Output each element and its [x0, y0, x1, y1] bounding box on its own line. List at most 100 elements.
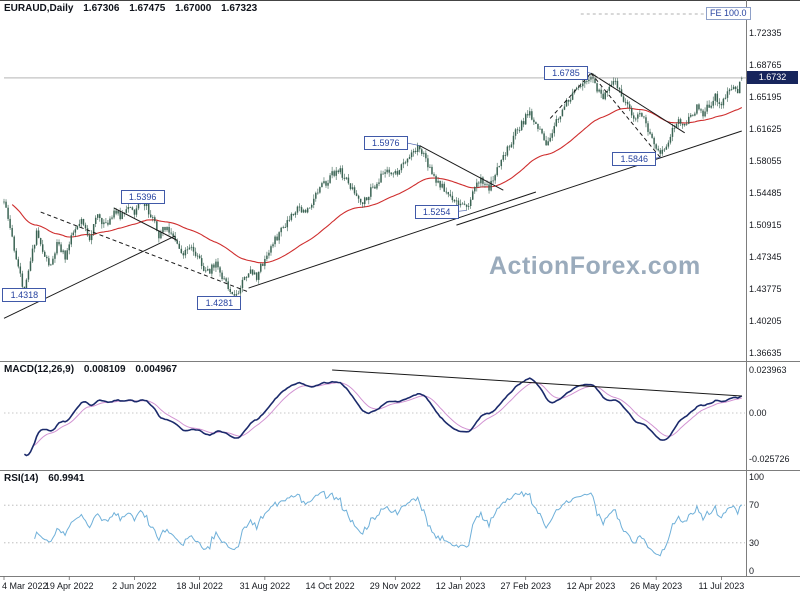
- trendline: [419, 145, 504, 191]
- trendline: [248, 191, 537, 289]
- price-axis-label: 1.72335: [749, 28, 782, 38]
- candle-body: [704, 111, 706, 117]
- candle-body: [659, 150, 661, 154]
- macd-axis-label: 0.00: [749, 408, 767, 418]
- candle-body: [9, 218, 11, 228]
- candle-body: [3, 201, 5, 203]
- swing-label-pointer: [405, 142, 420, 147]
- candle-body: [490, 180, 492, 191]
- candle-body: [260, 263, 262, 272]
- candle-body: [258, 271, 260, 280]
- candle-body: [27, 270, 30, 280]
- candle-body: [60, 244, 62, 253]
- candle-body: [604, 92, 606, 100]
- candle-body: [594, 78, 596, 84]
- candle-body: [76, 226, 79, 230]
- candle-body: [296, 206, 299, 213]
- candle-body: [520, 121, 523, 131]
- candle-body: [706, 104, 708, 112]
- candle-body: [388, 169, 390, 173]
- candle-body: [29, 261, 32, 271]
- candle-body: [154, 217, 156, 222]
- candle-body: [398, 170, 401, 175]
- candle-body: [239, 288, 242, 294]
- candle-body: [62, 250, 64, 253]
- candle-body: [17, 259, 20, 267]
- candle-body: [423, 153, 425, 155]
- ohlc-high: 1.67475: [129, 3, 166, 14]
- candle-body: [363, 197, 366, 205]
- ohlc-open: 1.67306: [83, 3, 120, 14]
- x-axis-date-label: 12 Jan 2023: [435, 581, 486, 591]
- candle-body: [343, 177, 346, 179]
- candle-body: [510, 144, 513, 148]
- price-axis-label: 1.61625: [749, 124, 782, 134]
- candle-body: [655, 144, 657, 149]
- candle-body: [712, 100, 714, 106]
- candle-body: [48, 258, 50, 266]
- candle-body: [97, 214, 99, 218]
- candle-body: [335, 170, 337, 176]
- candle-body: [44, 251, 46, 257]
- x-axis-date-label: 4 Mar 2022: [2, 581, 48, 591]
- candle-body: [630, 107, 633, 116]
- candle-body: [400, 164, 403, 171]
- candle-body: [429, 166, 431, 168]
- candle-body: [459, 203, 462, 206]
- candle-body: [227, 281, 229, 289]
- candle-body: [549, 137, 551, 142]
- candle-body: [580, 86, 582, 87]
- candle-body: [219, 267, 221, 273]
- rsi-label: RSI(14): [4, 473, 39, 484]
- candle-body: [31, 248, 34, 262]
- candle-body: [474, 187, 476, 192]
- candle-body: [11, 228, 13, 237]
- candle-body: [372, 186, 374, 188]
- candle-body: [406, 158, 409, 163]
- candle-body: [209, 269, 211, 274]
- candle-body: [527, 114, 529, 116]
- candle-body: [651, 133, 653, 138]
- candle-body: [355, 193, 358, 196]
- candle-body: [304, 210, 307, 213]
- candle-body: [262, 263, 264, 266]
- macd-line: [23, 377, 743, 457]
- candle-body: [494, 175, 496, 181]
- candle-body: [186, 249, 189, 251]
- price-axis-label: 1.68765: [749, 60, 782, 70]
- candle-body: [500, 159, 503, 167]
- candle-body: [117, 210, 119, 214]
- trendline: [3, 235, 176, 319]
- candle-body: [205, 270, 207, 272]
- candle-body: [127, 207, 130, 210]
- candle-body: [345, 177, 348, 179]
- candle-body: [33, 244, 36, 249]
- candle-body: [68, 244, 70, 251]
- candle-body: [551, 133, 553, 138]
- candle-body: [298, 206, 301, 208]
- candle-body: [272, 244, 274, 247]
- candle-body: [233, 294, 236, 296]
- candle-body: [294, 212, 297, 215]
- candle-body: [488, 184, 490, 191]
- candle-body: [198, 255, 201, 259]
- candle-body: [443, 183, 445, 192]
- candle-body: [251, 269, 254, 275]
- candle-body: [290, 213, 293, 220]
- candle-body: [736, 89, 739, 94]
- ohlc-close: 1.67323: [221, 3, 258, 14]
- candle-body: [608, 86, 611, 91]
- candle-body: [7, 207, 9, 219]
- candle-body: [39, 238, 42, 245]
- candle-body: [253, 272, 256, 275]
- candle-body: [567, 100, 570, 102]
- candle-body: [435, 175, 437, 183]
- candle-body: [200, 258, 203, 266]
- candle-body: [308, 207, 311, 209]
- candle-body: [101, 218, 103, 225]
- x-axis-date-label: 27 Feb 2023: [500, 581, 551, 591]
- main-chart-header: EURAUD,Daily 1.67306 1.67475 1.67000 1.6…: [4, 3, 257, 14]
- candle-body: [390, 172, 392, 175]
- candle-body: [524, 114, 527, 125]
- candle-body: [441, 183, 443, 188]
